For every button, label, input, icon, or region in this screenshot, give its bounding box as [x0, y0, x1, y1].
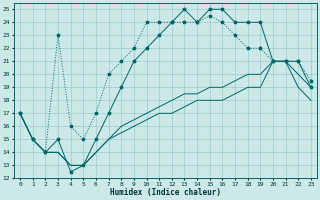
X-axis label: Humidex (Indice chaleur): Humidex (Indice chaleur): [110, 188, 221, 197]
